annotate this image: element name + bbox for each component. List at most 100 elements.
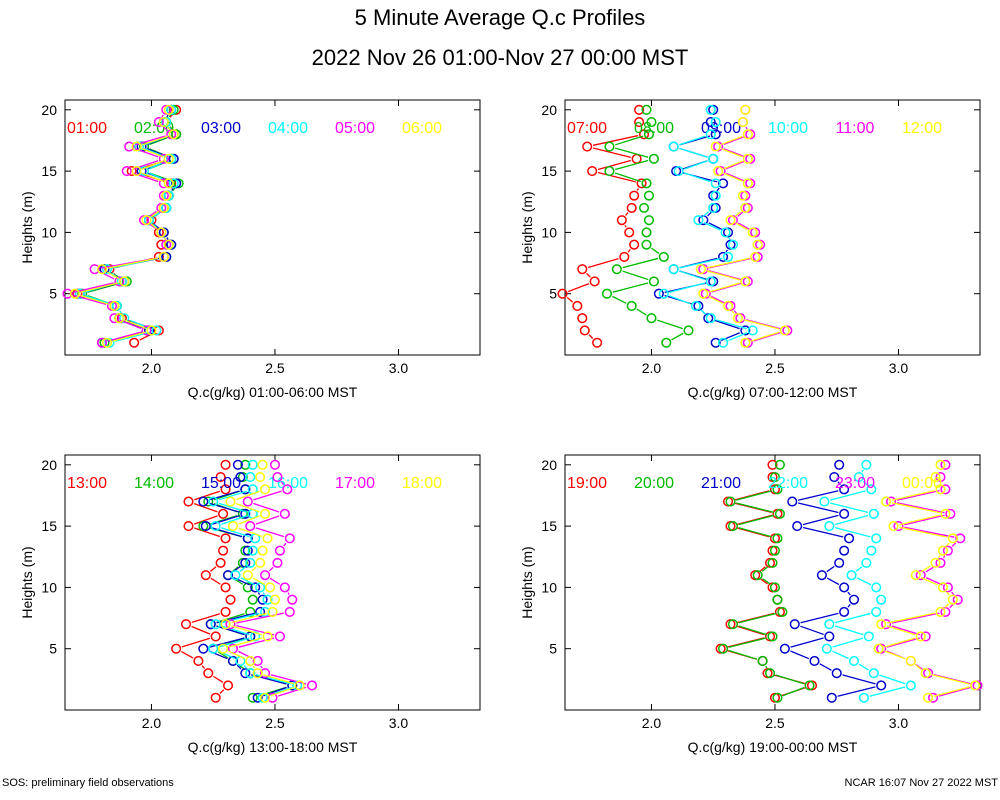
data-point [210, 631, 221, 642]
series-line-segment [886, 625, 916, 636]
data-point [284, 533, 295, 544]
data-point [163, 104, 174, 115]
data-point [732, 313, 743, 324]
data-point [626, 300, 637, 312]
data-point [260, 668, 271, 679]
data-point [227, 655, 239, 667]
series-line-segment [728, 649, 758, 660]
data-point [235, 472, 246, 483]
data-point [255, 472, 266, 483]
data-point [742, 129, 753, 140]
data-point [831, 668, 842, 679]
y-tick-label: 20 [541, 457, 557, 473]
data-point [705, 313, 716, 324]
y-axis-label: Heights (m) [519, 546, 535, 618]
series-0400 [74, 104, 179, 348]
series-line-segment [238, 515, 260, 525]
data-point [653, 288, 664, 299]
legend-entry-0700: 07:00 [567, 120, 607, 137]
x-axis-label: Q.c(g/kg) 13:00-18:00 MST [188, 739, 358, 755]
data-point [690, 300, 701, 312]
data-point [210, 692, 221, 703]
data-point [839, 484, 850, 495]
plot-panel-3: 2.0 2.5 3.0 5 10 15 20 Q.c(g/kg) 13:00-18:00 MS… [19, 454, 481, 755]
y-axis-label: Heights (m) [19, 191, 35, 263]
series-line-segment [163, 237, 167, 240]
series-line-segment [847, 591, 851, 596]
data-point [222, 570, 234, 581]
series-line-segment [119, 310, 122, 314]
data-point [747, 227, 758, 238]
legend-entry-1600: 16:00 [268, 475, 308, 492]
data-point [947, 594, 958, 605]
data-point [718, 178, 729, 189]
series-line-segment [707, 211, 712, 217]
series-line-segment [716, 187, 720, 192]
series-line-segment [218, 490, 248, 501]
data-point [247, 545, 258, 556]
chart-subtitle: 2022 Nov 26 01:00-Nov 27 00:00 MST [311, 45, 689, 70]
series-line-segment [706, 270, 740, 281]
data-point [158, 202, 169, 213]
series-line-segment [169, 126, 173, 131]
series-line-segment [168, 126, 172, 130]
data-point [858, 692, 869, 703]
data-point [905, 680, 916, 691]
data-point [710, 190, 721, 201]
series-line-segment [566, 297, 574, 303]
data-point [240, 668, 251, 679]
series-0800 [601, 104, 694, 348]
data-point [619, 251, 630, 262]
data-point [240, 484, 251, 495]
series-line-segment [236, 664, 242, 670]
data-point [871, 533, 882, 544]
series-line-segment [743, 319, 780, 330]
series-line-segment [240, 577, 256, 586]
data-point [710, 117, 721, 128]
series-line-segment [946, 542, 950, 547]
series-line-segment [270, 674, 307, 685]
series-1800 [218, 459, 305, 703]
series-line-segment [228, 650, 246, 660]
chart-title: 5 Minute Average Q.c Profiles [354, 5, 646, 30]
data-point [910, 570, 921, 581]
series-line-segment [263, 674, 295, 685]
series-line-segment [268, 686, 292, 697]
series-line-segment [728, 332, 748, 342]
data-point [151, 325, 162, 336]
y-tick-label: 15 [41, 518, 57, 534]
series-line-segment [723, 172, 743, 182]
series-line-segment [837, 686, 876, 697]
data-point [220, 606, 231, 617]
series-line-segment [819, 663, 832, 671]
data-point [168, 129, 179, 140]
x-tick-label: 2.0 [142, 715, 162, 731]
series-line-segment [735, 222, 748, 231]
series-line-segment [168, 114, 172, 118]
data-point [245, 472, 256, 483]
series-line-segment [736, 502, 775, 514]
series-line-segment [268, 566, 274, 572]
series-1200 [695, 104, 790, 348]
series-line-segment [708, 270, 743, 281]
data-point [937, 582, 948, 593]
data-point [935, 606, 946, 617]
data-point [210, 619, 221, 630]
x-tick-label: 2.0 [642, 715, 662, 731]
data-point [225, 496, 236, 507]
data-point [577, 264, 588, 275]
data-point [757, 655, 768, 667]
series-line-segment [80, 294, 109, 305]
series-line-segment [708, 282, 740, 293]
series-line-segment [615, 159, 649, 171]
data-point [779, 643, 790, 654]
series-line-segment [132, 160, 159, 170]
data-point [97, 337, 108, 348]
data-point [129, 337, 140, 348]
series-line-segment [612, 295, 627, 304]
data-point [89, 264, 100, 275]
data-point [930, 557, 941, 568]
series-line-segment [834, 612, 871, 624]
x-tick-label: 2.0 [142, 360, 162, 376]
data-point [629, 190, 640, 201]
